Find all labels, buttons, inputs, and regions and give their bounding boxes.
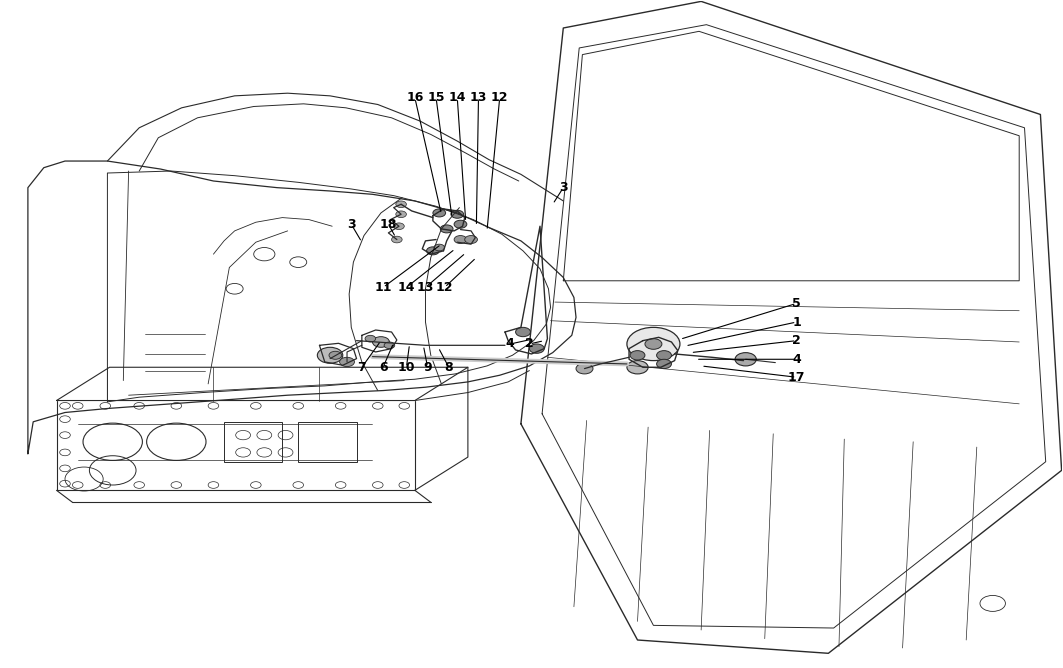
Circle shape	[516, 327, 530, 337]
Circle shape	[440, 225, 453, 233]
Circle shape	[454, 236, 467, 244]
Circle shape	[630, 351, 645, 360]
Circle shape	[393, 223, 404, 230]
Text: 4: 4	[792, 353, 800, 366]
Circle shape	[657, 351, 672, 360]
Text: 4: 4	[506, 337, 514, 351]
Text: 15: 15	[427, 92, 444, 104]
Text: 18: 18	[379, 218, 398, 230]
Text: 5: 5	[792, 297, 800, 310]
Circle shape	[328, 351, 341, 359]
Text: 10: 10	[398, 361, 416, 374]
Circle shape	[465, 236, 477, 244]
Text: 8: 8	[444, 361, 453, 374]
Text: 3: 3	[559, 181, 568, 194]
Circle shape	[657, 359, 672, 369]
Bar	[224, 422, 283, 462]
Circle shape	[372, 337, 389, 347]
Text: 2: 2	[792, 334, 800, 347]
Circle shape	[454, 220, 467, 228]
Text: 11: 11	[374, 281, 392, 294]
Circle shape	[433, 209, 445, 217]
Circle shape	[395, 211, 406, 218]
Text: 1: 1	[792, 315, 800, 329]
Circle shape	[384, 342, 394, 349]
Text: 9: 9	[423, 361, 432, 374]
Text: 3: 3	[347, 218, 356, 230]
Circle shape	[365, 335, 375, 342]
Text: 12: 12	[436, 281, 453, 294]
Circle shape	[391, 236, 402, 243]
Circle shape	[576, 363, 593, 374]
Circle shape	[395, 201, 406, 208]
Text: 12: 12	[491, 92, 508, 104]
Text: 17: 17	[788, 371, 806, 383]
Circle shape	[627, 327, 680, 361]
Circle shape	[645, 339, 662, 349]
Circle shape	[451, 210, 463, 218]
Text: 7: 7	[357, 361, 367, 374]
Bar	[299, 422, 356, 462]
Text: 16: 16	[406, 92, 423, 104]
Text: 2: 2	[525, 337, 534, 351]
Circle shape	[735, 353, 756, 366]
Circle shape	[434, 244, 444, 251]
Text: 13: 13	[470, 92, 487, 104]
Text: 6: 6	[378, 361, 387, 374]
Circle shape	[529, 344, 544, 353]
Text: 14: 14	[449, 92, 466, 104]
Circle shape	[426, 247, 439, 255]
Circle shape	[318, 347, 342, 363]
Text: 13: 13	[417, 281, 434, 294]
Circle shape	[339, 357, 354, 367]
Text: 14: 14	[398, 281, 416, 294]
Circle shape	[627, 361, 648, 374]
